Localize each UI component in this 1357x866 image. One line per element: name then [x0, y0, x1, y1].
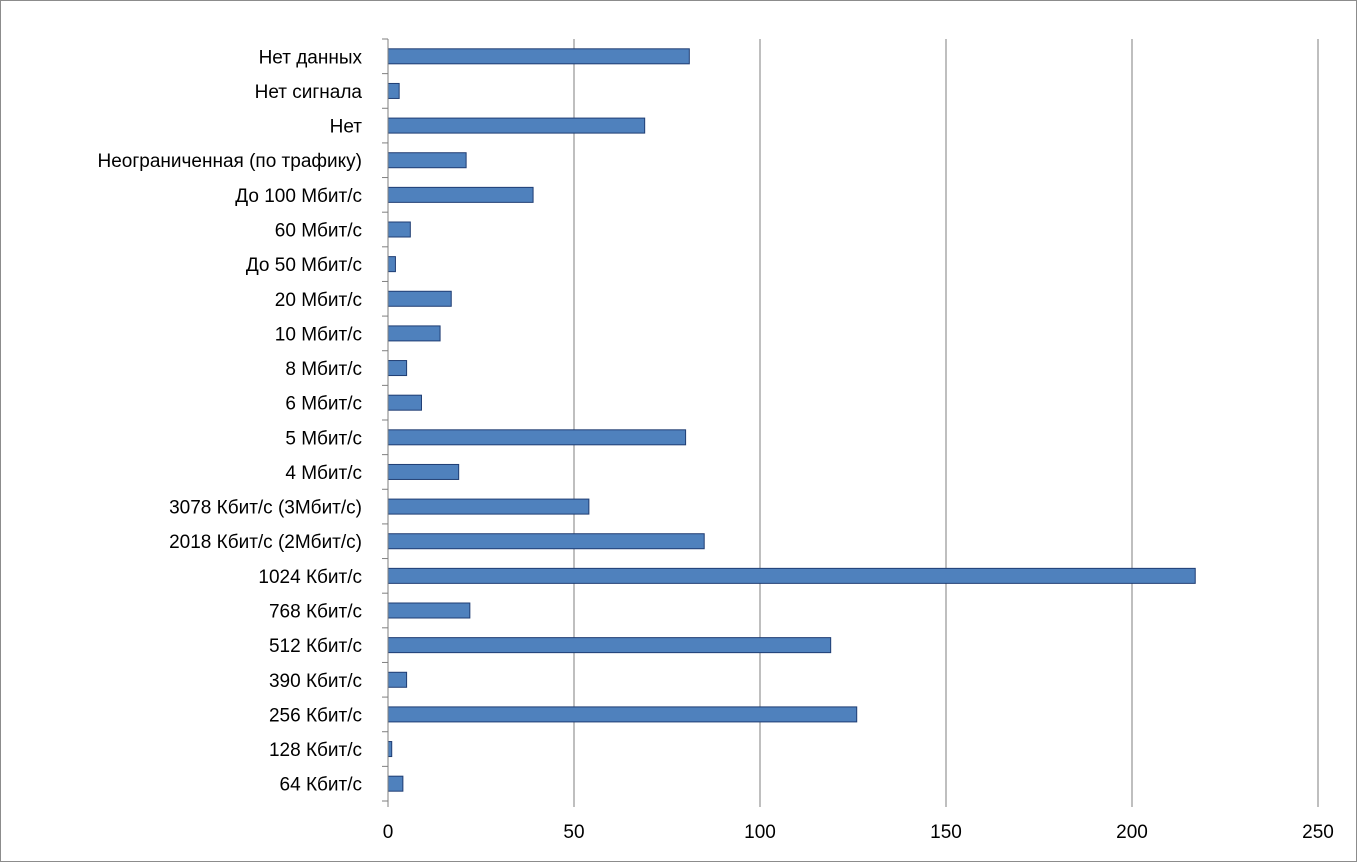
bar — [387, 741, 393, 758]
category-label: 10 Мбит/с — [275, 324, 362, 345]
category-label: 5 Мбит/с — [285, 428, 362, 449]
category-label: 1024 Кбит/с — [258, 567, 362, 588]
bar — [387, 325, 441, 342]
category-label: 6 Мбит/с — [285, 394, 362, 415]
bar — [387, 256, 396, 273]
category-label: Нет сигнала — [255, 82, 363, 103]
bar — [387, 48, 690, 65]
category-label: 4 Мбит/с — [285, 463, 362, 484]
category-label: 2018 Кбит/с (2Мбит/с) — [169, 532, 362, 553]
x-tick-label: 200 — [1116, 822, 1148, 843]
bar — [387, 429, 687, 446]
bar — [387, 82, 400, 99]
category-label: 512 Кбит/с — [269, 636, 362, 657]
bars — [387, 48, 1196, 792]
x-tick-label: 100 — [744, 822, 776, 843]
category-label: 64 Кбит/с — [280, 775, 362, 796]
category-label: 3078 Кбит/с (3Мбит/с) — [169, 498, 362, 519]
bar — [387, 498, 590, 515]
x-tick-label: 250 — [1302, 822, 1334, 843]
bar — [387, 602, 471, 619]
category-label: 20 Мбит/с — [275, 290, 362, 311]
x-tick-label: 150 — [930, 822, 962, 843]
bar — [387, 706, 858, 723]
category-label: До 100 Мбит/с — [235, 186, 362, 207]
category-label: 390 Кбит/с — [269, 671, 362, 692]
bar — [387, 186, 534, 203]
axes — [382, 38, 1319, 807]
x-tick-labels: 0 50 100 150 200 250 — [383, 822, 1334, 843]
category-label: Нет — [330, 117, 363, 138]
bar — [387, 463, 460, 480]
bar — [387, 637, 832, 654]
category-label: До 50 Мбит/с — [246, 255, 362, 276]
grid-lines — [573, 39, 1319, 801]
bar — [387, 775, 404, 792]
category-label: 256 Кбит/с — [269, 705, 362, 726]
bar — [387, 117, 646, 134]
x-tick-label: 50 — [563, 822, 584, 843]
bar — [387, 394, 422, 411]
category-label: Нет данных — [259, 47, 363, 68]
category-label: 8 Мбит/с — [285, 359, 362, 380]
category-label: Неограниченная (по трафику) — [97, 151, 362, 172]
category-label: 128 Кбит/с — [269, 740, 362, 761]
bar — [387, 533, 705, 550]
bar — [387, 152, 467, 169]
bar — [387, 221, 411, 238]
bar — [387, 671, 408, 688]
category-labels: Нет данных Нет сигнала Нет Неограниченная (… — [97, 47, 362, 795]
category-label: 768 Кбит/с — [269, 602, 362, 623]
x-tick-label: 0 — [383, 822, 394, 843]
bar — [387, 360, 408, 377]
bar — [387, 567, 1196, 584]
bar — [387, 290, 452, 307]
category-label: 60 Мбит/с — [275, 221, 362, 242]
